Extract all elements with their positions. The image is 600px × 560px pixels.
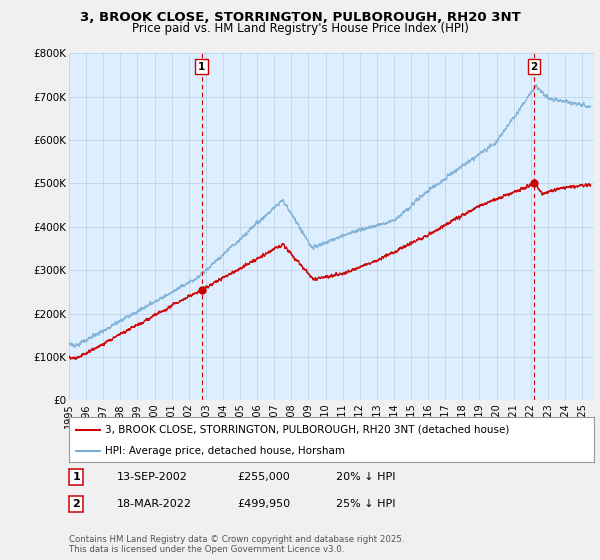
Text: 20% ↓ HPI: 20% ↓ HPI <box>336 472 395 482</box>
Text: 13-SEP-2002: 13-SEP-2002 <box>117 472 188 482</box>
Text: £255,000: £255,000 <box>237 472 290 482</box>
Text: 2: 2 <box>73 499 80 509</box>
Text: 3, BROOK CLOSE, STORRINGTON, PULBOROUGH, RH20 3NT (detached house): 3, BROOK CLOSE, STORRINGTON, PULBOROUGH,… <box>105 424 509 435</box>
Text: 1: 1 <box>198 62 205 72</box>
Text: 2: 2 <box>530 62 538 72</box>
Text: Price paid vs. HM Land Registry's House Price Index (HPI): Price paid vs. HM Land Registry's House … <box>131 22 469 35</box>
Text: 25% ↓ HPI: 25% ↓ HPI <box>336 499 395 509</box>
Text: 3, BROOK CLOSE, STORRINGTON, PULBOROUGH, RH20 3NT: 3, BROOK CLOSE, STORRINGTON, PULBOROUGH,… <box>80 11 520 24</box>
Text: £499,950: £499,950 <box>237 499 290 509</box>
Text: 1: 1 <box>73 472 80 482</box>
Text: 18-MAR-2022: 18-MAR-2022 <box>117 499 192 509</box>
Text: Contains HM Land Registry data © Crown copyright and database right 2025.
This d: Contains HM Land Registry data © Crown c… <box>69 535 404 554</box>
Text: HPI: Average price, detached house, Horsham: HPI: Average price, detached house, Hors… <box>105 446 344 456</box>
